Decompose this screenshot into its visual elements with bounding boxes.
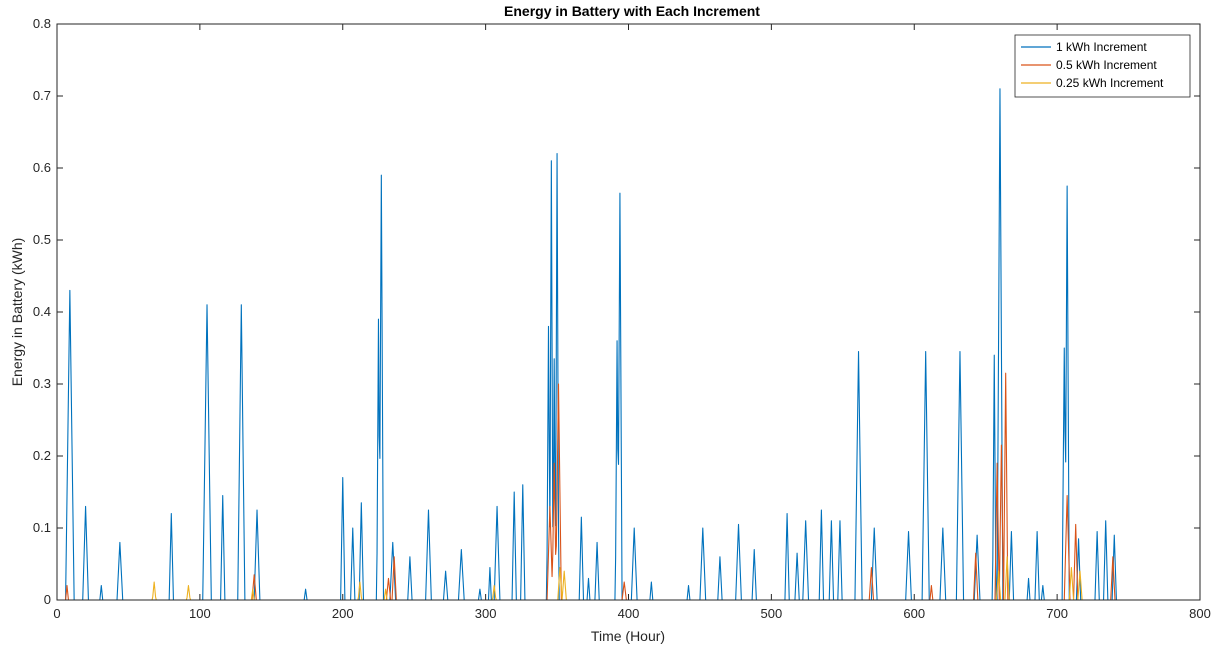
legend-entry: 1 kWh Increment bbox=[1056, 40, 1147, 54]
axes-layer: 0 100 200 300 400 500 600 700 800 0 0.1 0.2 0.3 0.4 0.… bbox=[33, 16, 1211, 621]
legend: 1 kWh Increment 0.5 kWh Increment 0.25 kWh… bbox=[1014, 34, 1191, 98]
y-tick-label: 0.8 bbox=[33, 16, 51, 31]
legend-entry: 0.5 kWh Increment bbox=[1056, 58, 1157, 72]
x-tick-label: 600 bbox=[903, 606, 925, 621]
x-tick-label: 200 bbox=[332, 606, 354, 621]
y-tick-label: 0.5 bbox=[33, 232, 51, 247]
y-tick-label: 0.6 bbox=[33, 160, 51, 175]
y-tick-label: 0.4 bbox=[33, 304, 51, 319]
x-tick-label: 0 bbox=[53, 606, 60, 621]
legend-box bbox=[1014, 34, 1191, 98]
chart-title: Energy in Battery with Each Increment bbox=[504, 3, 760, 19]
x-tick-label: 100 bbox=[189, 606, 211, 621]
x-axis-label: Time (Hour) bbox=[591, 628, 665, 644]
x-tick-label: 500 bbox=[761, 606, 783, 621]
y-tick-label: 0.7 bbox=[33, 88, 51, 103]
y-tick-label: 0.2 bbox=[33, 448, 51, 463]
x-tick-label: 300 bbox=[475, 606, 497, 621]
y-axis-label: Energy in Battery (kWh) bbox=[9, 238, 25, 387]
y-tick-label: 0.3 bbox=[33, 376, 51, 391]
plot-area bbox=[57, 24, 1200, 600]
x-tick-label: 400 bbox=[618, 606, 640, 621]
x-tick-label: 800 bbox=[1189, 606, 1211, 621]
y-tick-label: 0 bbox=[44, 592, 51, 607]
x-tick-label: 700 bbox=[1046, 606, 1068, 621]
y-tick-label: 0.1 bbox=[33, 520, 51, 535]
legend-entry: 0.25 kWh Increment bbox=[1056, 76, 1164, 90]
